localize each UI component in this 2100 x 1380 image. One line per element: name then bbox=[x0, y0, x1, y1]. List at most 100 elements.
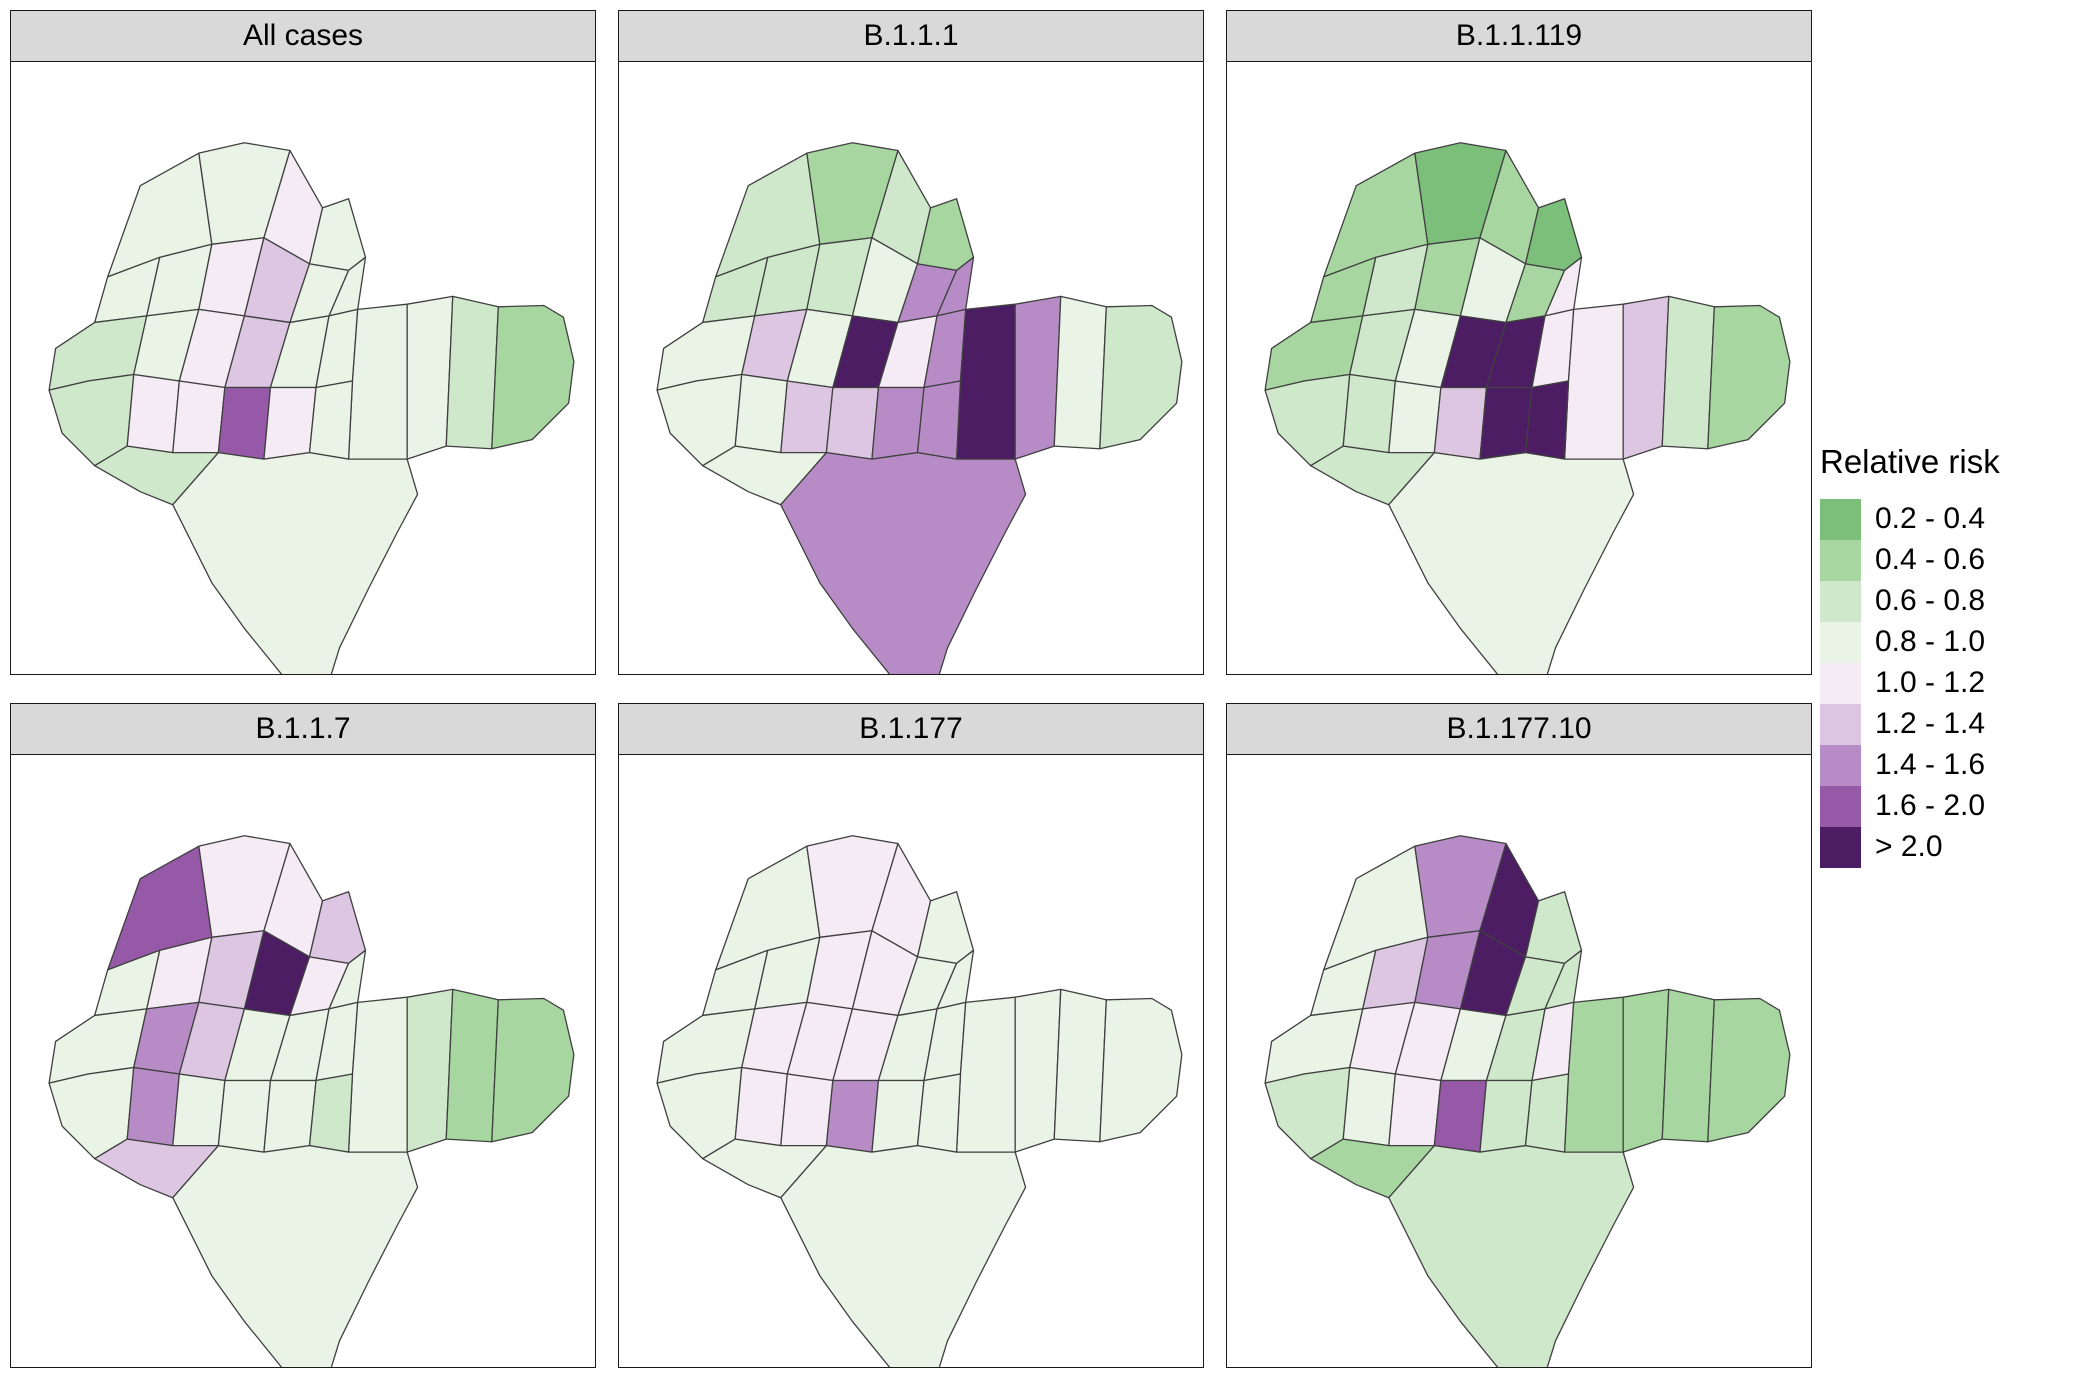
district-region bbox=[1563, 303, 1624, 460]
facet-panel: B.1.1.7 bbox=[10, 703, 596, 1368]
district-region bbox=[172, 1073, 226, 1147]
legend-entry: 1.0 - 1.2 bbox=[1820, 662, 2092, 704]
map-panel bbox=[618, 754, 1204, 1368]
map-panel bbox=[1226, 754, 1812, 1368]
legend-entry: 1.6 - 2.0 bbox=[1820, 785, 2092, 827]
facet-title: B.1.1.1 bbox=[863, 19, 959, 52]
district-region bbox=[1479, 386, 1533, 460]
district-region bbox=[406, 295, 454, 460]
district-region bbox=[172, 380, 226, 454]
district-region bbox=[491, 304, 575, 450]
legend-label: 0.2 - 0.4 bbox=[1875, 502, 1986, 535]
legend-swatch bbox=[1820, 662, 1861, 704]
district-region bbox=[871, 1079, 925, 1153]
legend-entry: 0.6 - 0.8 bbox=[1820, 580, 2092, 622]
district-region bbox=[1053, 988, 1107, 1143]
choropleth-map bbox=[656, 142, 1183, 674]
district-region bbox=[347, 303, 408, 460]
district-region bbox=[445, 295, 499, 450]
facet-panel: B.1.177 bbox=[618, 703, 1204, 1368]
legend-entry: > 2.0 bbox=[1820, 826, 2092, 868]
district-region bbox=[825, 386, 880, 460]
district-region bbox=[1014, 988, 1062, 1153]
district-region bbox=[1524, 1073, 1570, 1153]
legend-label: 1.4 - 1.6 bbox=[1875, 748, 1986, 781]
choropleth-map bbox=[1264, 142, 1791, 674]
facet-strip: All cases bbox=[10, 10, 596, 62]
facet-panel: B.1.1.119 bbox=[1226, 10, 1812, 675]
facet-title: All cases bbox=[242, 19, 364, 52]
facet-title: B.1.177.10 bbox=[1446, 712, 1592, 745]
district-region bbox=[1388, 1073, 1442, 1147]
facet-panel: All cases bbox=[10, 10, 596, 675]
legend-swatch bbox=[1820, 498, 1861, 540]
district-region bbox=[126, 373, 180, 454]
district-region bbox=[871, 386, 925, 460]
legend-title: Relative risk bbox=[1820, 442, 2000, 480]
district-region bbox=[780, 380, 834, 454]
legend-label: 0.6 - 0.8 bbox=[1875, 584, 1986, 617]
district-region bbox=[1099, 304, 1183, 450]
district-region bbox=[126, 1066, 180, 1147]
district-region bbox=[1388, 1144, 1635, 1367]
legend-swatch bbox=[1820, 744, 1861, 786]
legend-label: 1.0 - 1.2 bbox=[1875, 666, 1986, 699]
legend-entry: 0.8 - 1.0 bbox=[1820, 621, 2092, 663]
district-region bbox=[1342, 373, 1396, 454]
legend-label: 0.4 - 0.6 bbox=[1875, 543, 1986, 576]
choropleth-map bbox=[48, 142, 575, 674]
facet-panel: B.1.177.10 bbox=[1226, 703, 1812, 1368]
legend-entry: 1.4 - 1.6 bbox=[1820, 744, 2092, 786]
choropleth-map bbox=[1264, 835, 1791, 1367]
district-region bbox=[172, 451, 419, 674]
district-region bbox=[780, 451, 1027, 674]
district-region bbox=[1433, 1079, 1488, 1153]
map-panel bbox=[618, 61, 1204, 675]
district-region bbox=[1707, 997, 1791, 1143]
district-region bbox=[347, 996, 408, 1153]
district-region bbox=[263, 386, 317, 460]
legend-entry: 0.2 - 0.4 bbox=[1820, 498, 2092, 540]
legend-label: 0.8 - 1.0 bbox=[1875, 625, 1986, 658]
district-region bbox=[406, 988, 454, 1153]
district-region bbox=[1707, 304, 1791, 450]
district-region bbox=[1014, 295, 1062, 460]
district-region bbox=[1433, 386, 1488, 460]
district-region bbox=[1622, 295, 1670, 460]
legend-swatch bbox=[1820, 539, 1861, 581]
choropleth-map bbox=[656, 835, 1183, 1367]
facet-strip: B.1.1.119 bbox=[1226, 10, 1812, 62]
district-region bbox=[825, 1079, 880, 1153]
legend-label: 1.6 - 2.0 bbox=[1875, 789, 1986, 822]
facet-strip: B.1.177.10 bbox=[1226, 703, 1812, 755]
district-region bbox=[308, 380, 354, 460]
legend-swatch bbox=[1820, 785, 1861, 827]
district-region bbox=[1099, 997, 1183, 1143]
district-region bbox=[1563, 996, 1624, 1153]
map-panel bbox=[10, 754, 596, 1368]
district-region bbox=[217, 1079, 272, 1153]
district-region bbox=[1388, 380, 1442, 454]
legend-label: > 2.0 bbox=[1875, 830, 1943, 863]
district-region bbox=[172, 1144, 419, 1367]
facet-title: B.1.1.119 bbox=[1455, 19, 1583, 52]
district-region bbox=[1342, 1066, 1396, 1147]
district-region bbox=[491, 997, 575, 1143]
district-region bbox=[734, 373, 788, 454]
district-region bbox=[916, 1073, 962, 1153]
map-panel bbox=[10, 61, 596, 675]
facet-panel: B.1.1.1 bbox=[618, 10, 1204, 675]
legend-label: 1.2 - 1.4 bbox=[1875, 707, 1986, 740]
choropleth-map bbox=[48, 835, 575, 1367]
district-region bbox=[780, 1144, 1027, 1367]
facet-title: B.1.1.7 bbox=[255, 712, 351, 745]
facet-title: B.1.177 bbox=[859, 712, 963, 745]
district-region bbox=[1388, 451, 1635, 674]
legend-box: Relative risk 0.2 - 0.4 0.4 - 0.6 0.6 - 0.… bbox=[1820, 443, 2092, 868]
district-region bbox=[445, 988, 499, 1143]
district-region bbox=[955, 303, 1016, 460]
legend-swatch bbox=[1820, 703, 1861, 745]
district-region bbox=[916, 380, 962, 460]
facet-grid: All cases B.1.1.1 B.1.1.119 B.1.1.7 B.1.177 B… bbox=[10, 10, 1812, 1368]
